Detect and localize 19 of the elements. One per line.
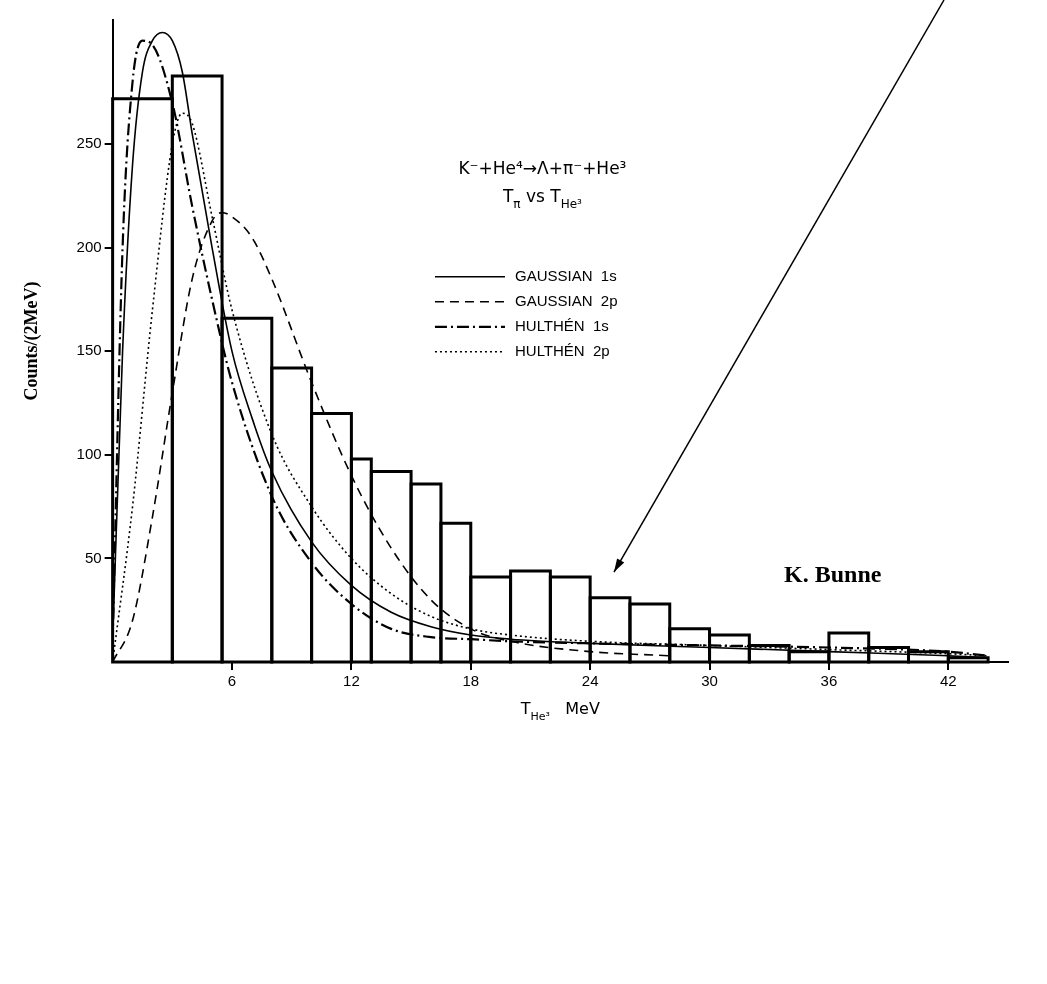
y-tick-label: 100 <box>76 445 102 463</box>
x-tick-label: 12 <box>343 672 360 690</box>
y-tick-label: 50 <box>84 548 102 566</box>
x-tick-label: 18 <box>462 672 480 690</box>
legend-label: HULTHÉN 1s <box>514 316 609 334</box>
x-tick-label: 6 <box>227 672 237 690</box>
annotation: K. Bunne <box>784 561 882 588</box>
annotation: K⁻+He⁴→Λ+π⁻+He³ <box>458 158 627 179</box>
legend-label: GAUSSIAN 1s <box>514 266 617 284</box>
y-axis-title: Counts/(2MeV) <box>21 281 43 401</box>
x-tick-label: 24 <box>581 672 599 690</box>
y-tick-label: 150 <box>76 341 102 359</box>
x-tick-label: 36 <box>820 672 838 690</box>
y-tick-label: 200 <box>76 237 102 255</box>
legend-label: GAUSSIAN 2p <box>514 291 618 309</box>
legend-label: HULTHÉN 2p <box>514 341 610 359</box>
y-tick-label: 250 <box>76 134 102 152</box>
x-tick-label: 42 <box>939 672 957 690</box>
x-tick-label: 30 <box>701 672 718 690</box>
